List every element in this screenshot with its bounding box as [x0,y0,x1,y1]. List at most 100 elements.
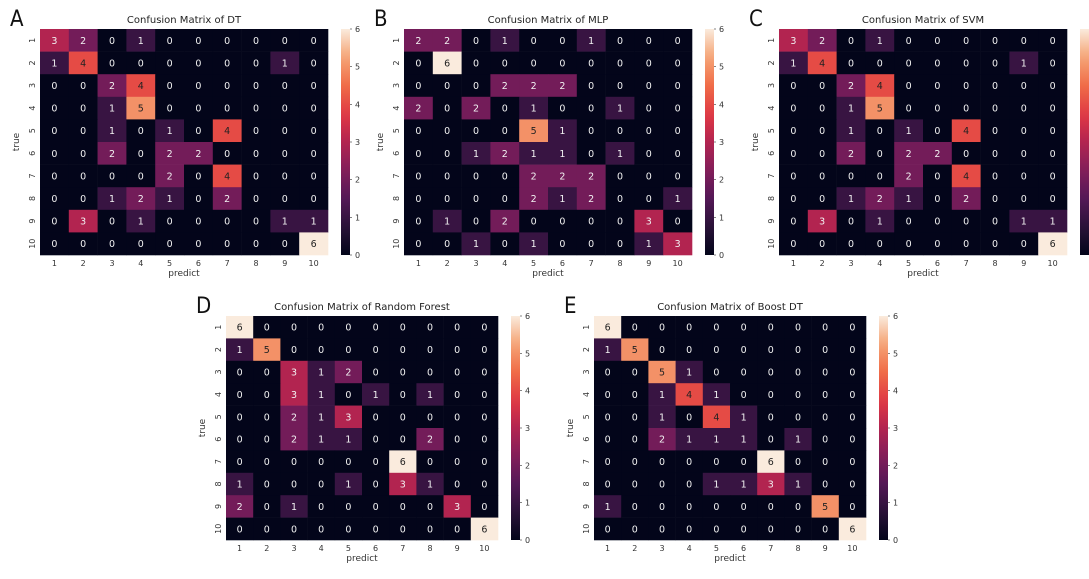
heatmap-cell [68,232,98,256]
heatmap-cell [807,51,837,75]
heatmap-cell [621,428,649,451]
heatmap-cell [68,74,98,98]
panel-d: D Confusion Matrix of Random Forest 6 0 0 0 0 0… [196,294,530,564]
x-tick-label: 8 [992,259,997,268]
heatmap-cell [212,142,242,165]
heatmap-cell [212,119,242,143]
heatmap-cell [576,29,606,52]
cell-label: 0 [311,104,317,115]
heatmap-cell [675,517,704,541]
cell-label: 0 [373,502,379,513]
y-tick-label: 3 [214,369,223,374]
heatmap-cell [432,209,462,233]
colorbar-tick-label: 3 [525,424,530,433]
cell-label: 0 [237,435,243,446]
colorbar-tick-label: 3 [719,138,724,147]
heatmap-cell [663,96,693,120]
cell-label: 0 [588,58,594,69]
y-tick-label: 1 [767,38,776,43]
heatmap-cell [621,405,649,429]
cell-label: 0 [992,217,998,228]
heatmap-cell [241,187,271,211]
heatmap-cell [702,495,731,518]
x-tick-label: 4 [877,259,882,268]
heatmap-cell [40,187,70,211]
heatmap-cell [648,360,676,384]
cell-label: 1 [427,390,433,401]
heatmap-cell [519,74,549,98]
heatmap-cell [253,383,281,406]
cell-label: 0 [345,457,351,468]
heatmap-cell [980,142,1010,165]
heatmap-cell [605,74,635,98]
cell-label: 0 [617,81,623,92]
x-axis-label: predict [346,554,378,564]
cell-label: 0 [264,368,270,379]
cell-label: 1 [167,126,173,137]
cell-label: 0 [454,390,460,401]
x-tick-label: 5 [167,259,172,268]
heatmap-cell [212,187,242,211]
cell-label: 0 [588,239,594,250]
cell-label: 0 [1050,104,1056,115]
cell-label: 0 [848,36,854,47]
heatmap-cell [730,450,758,474]
x-tick-label: 5 [714,544,719,553]
cell-label: 0 [291,345,297,356]
heatmap-cell [126,164,156,188]
heatmap-cell [519,142,549,165]
heatmap-cell [212,74,242,98]
heatmap-cell [362,472,390,496]
y-tick-label: 7 [214,459,223,464]
heatmap-cell [334,472,363,496]
y-tick-label: 1 [582,325,591,330]
colorbar [1080,29,1089,255]
cell-label: 0 [795,368,801,379]
heatmap-cell [226,495,254,518]
cell-label: 1 [1050,217,1056,228]
heatmap-cell [470,316,499,339]
heatmap-cell [299,74,329,98]
heatmap-cell [811,383,840,406]
heatmap-cell [470,338,499,362]
heatmap-cell [730,383,758,406]
heatmap-cell [68,96,98,120]
y-tick-label: 10 [582,524,591,534]
cell-label: 0 [934,194,940,205]
y-tick-label: 8 [767,196,776,201]
heatmap-cell [865,119,895,143]
cell-label: 3 [400,480,406,491]
heatmap-cell [155,51,185,75]
cell-label: 1 [291,502,297,513]
cell-label: 0 [51,239,57,250]
heatmap-cell [784,338,812,362]
cell-label: 0 [237,368,243,379]
heatmap-cell [68,51,98,75]
heatmap-cell [730,472,758,496]
cell-label: 2 [906,149,912,160]
heatmap-cell [865,74,895,98]
x-tick-label: 4 [138,259,143,268]
cell-label: 0 [819,81,825,92]
cell-label: 0 [311,194,317,205]
cell-label: 1 [713,390,719,401]
heatmap-cell [270,51,300,75]
heatmap-cell [184,164,214,188]
x-tick-label: 4 [319,544,324,553]
heatmap-cell [461,119,491,143]
cell-label: 0 [822,480,828,491]
cell-label: 0 [617,58,623,69]
cell-label: 0 [659,502,665,513]
cell-label: 2 [195,149,201,160]
cell-label: 0 [768,345,774,356]
heatmap-cell [865,96,895,120]
heatmap-cell [923,142,953,165]
cell-label: 1 [686,435,692,446]
cell-label: 0 [224,58,230,69]
y-tick-label: 9 [214,504,223,509]
cell-label: 0 [224,217,230,228]
heatmap-cell [811,405,840,429]
heatmap-cell [443,517,472,541]
heatmap-cell [648,383,676,406]
x-tick-label: 10 [309,259,319,268]
